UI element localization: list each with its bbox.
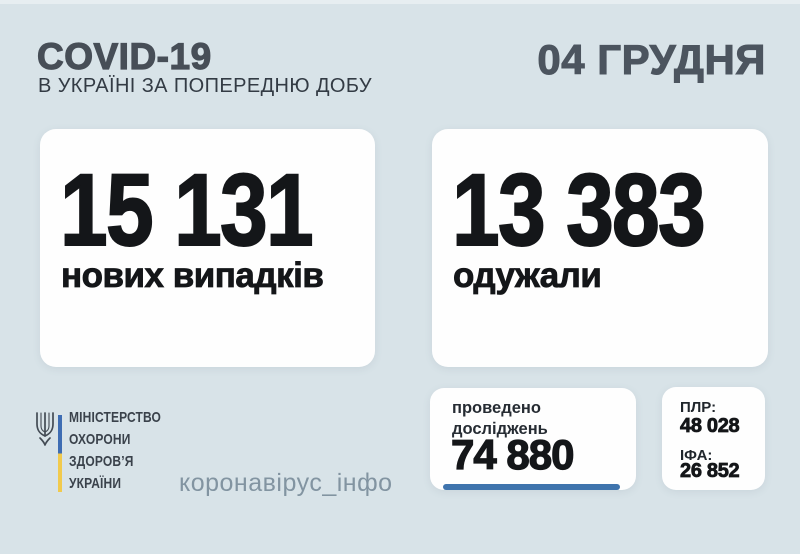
tests-label-line2: досліджень — [452, 420, 548, 438]
ukraine-flag-bar-icon — [58, 415, 62, 492]
ifa-value: 26 852 — [680, 460, 740, 482]
test-breakdown-card: ПЛР: 48 028 ІФА: 26 852 — [662, 387, 765, 490]
top-highlight-strip — [0, 0, 800, 4]
page-subtitle: В УКРАЇНІ ЗА ПОПЕРЕДНЮ ДОБУ — [38, 75, 373, 97]
accent-underline — [443, 484, 620, 490]
ministry-line: МІНІСТЕРСТВО — [69, 409, 162, 426]
recovered-value: 13 383 — [451, 153, 706, 267]
tests-value: 74 880 — [450, 431, 575, 478]
tests-label-line1: проведено — [452, 399, 541, 417]
trident-icon — [36, 412, 54, 446]
ministry-line: ЗДОРОВ’Я — [69, 453, 134, 470]
ifa-label: ІФА: — [680, 447, 713, 464]
tests-label: проведено досліджень — [452, 398, 548, 440]
ministry-name: МІНІСТЕРСТВО ОХОРОНИ ЗДОРОВ’Я УКРАЇНИ — [69, 407, 161, 495]
pcr-value: 48 028 — [680, 415, 740, 437]
new-cases-card: 15 131 нових випадків — [40, 129, 375, 367]
tests-card: проведено досліджень 74 880 — [430, 388, 636, 490]
new-cases-value: 15 131 — [59, 153, 314, 267]
page-title: COVID-19 — [36, 35, 212, 77]
new-cases-label: нових випадків — [61, 256, 325, 296]
recovered-label: одужали — [453, 256, 603, 296]
ministry-line: ОХОРОНИ — [69, 431, 131, 448]
date-label: 04 ГРУДНЯ — [537, 36, 766, 84]
pcr-label: ПЛР: — [680, 399, 717, 416]
recovered-card: 13 383 одужали — [432, 129, 768, 367]
ministry-line: УКРАЇНИ — [69, 475, 122, 492]
channel-handle: коронавірус_інфо — [179, 469, 393, 497]
